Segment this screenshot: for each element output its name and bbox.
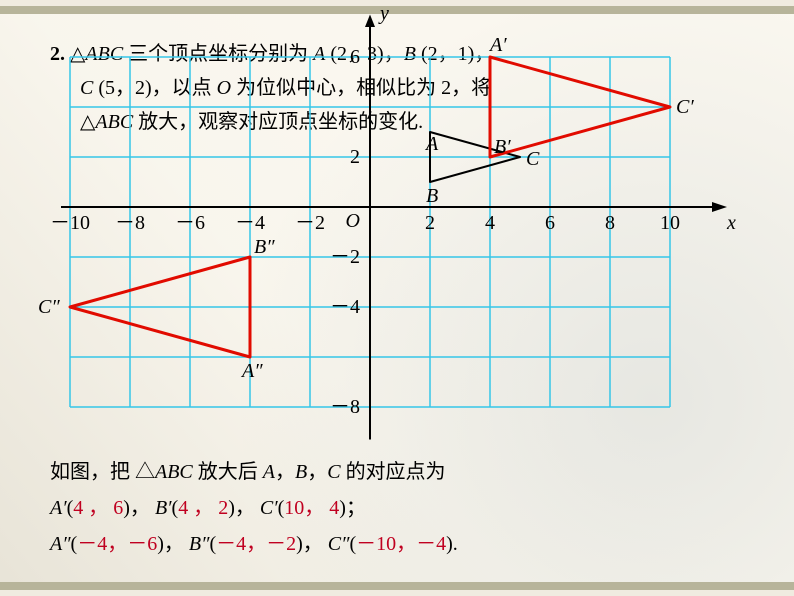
svg-text:2: 2 bbox=[425, 212, 435, 234]
svg-text:x: x bbox=[726, 212, 736, 234]
svg-text:10: 10 bbox=[660, 212, 680, 234]
slide-frame: 2. △ABC 三个顶点坐标分别为 A (2，3)，B (2，1)， C (5，… bbox=[0, 6, 794, 590]
svg-text:6: 6 bbox=[545, 212, 555, 234]
svg-text:C′: C′ bbox=[676, 96, 694, 118]
svg-text:－2: －2 bbox=[330, 246, 360, 268]
svg-text:2: 2 bbox=[350, 146, 360, 168]
svg-text:A: A bbox=[424, 133, 439, 155]
svg-text:A″: A″ bbox=[240, 360, 263, 382]
svg-text:－8: －8 bbox=[330, 396, 360, 418]
coordinate-chart: －10－8－6－4－224681026－2－4－8OxyABCA′B′C′A″B… bbox=[60, 22, 740, 442]
svg-text:－2: －2 bbox=[295, 212, 325, 234]
answer-block: 如图，把 △ABC 放大后 A，B，C 的对应点为 A′(4 ， 6)， B′(… bbox=[50, 454, 764, 562]
svg-text:B: B bbox=[426, 185, 438, 207]
svg-text:y: y bbox=[378, 3, 389, 25]
svg-text:－4: －4 bbox=[330, 296, 360, 318]
svg-text:B″: B″ bbox=[254, 236, 275, 258]
svg-text:C: C bbox=[526, 148, 540, 170]
svg-text:O: O bbox=[346, 210, 360, 232]
svg-text:－8: －8 bbox=[115, 212, 145, 234]
svg-text:C″: C″ bbox=[38, 296, 60, 318]
svg-text:A′: A′ bbox=[488, 34, 507, 56]
svg-text:8: 8 bbox=[605, 212, 615, 234]
svg-text:4: 4 bbox=[485, 212, 495, 234]
svg-text:－10: －10 bbox=[50, 212, 90, 234]
svg-text:6: 6 bbox=[350, 46, 360, 68]
answer-line0: 如图，把 △ABC 放大后 A，B，C 的对应点为 bbox=[50, 454, 764, 490]
svg-text:B′: B′ bbox=[494, 136, 511, 158]
svg-text:－4: －4 bbox=[235, 212, 265, 234]
answer-line2: A″(－4，－6)， B″(－4，－2)， C″(－10，－4). bbox=[50, 526, 764, 562]
answer-line1: A′(4 ， 6)， B′(4 ， 2)， C′(10， 4)； bbox=[50, 490, 764, 526]
chart-svg: －10－8－6－4－224681026－2－4－8OxyABCA′B′C′A″B… bbox=[60, 22, 740, 442]
svg-text:－6: －6 bbox=[175, 212, 205, 234]
